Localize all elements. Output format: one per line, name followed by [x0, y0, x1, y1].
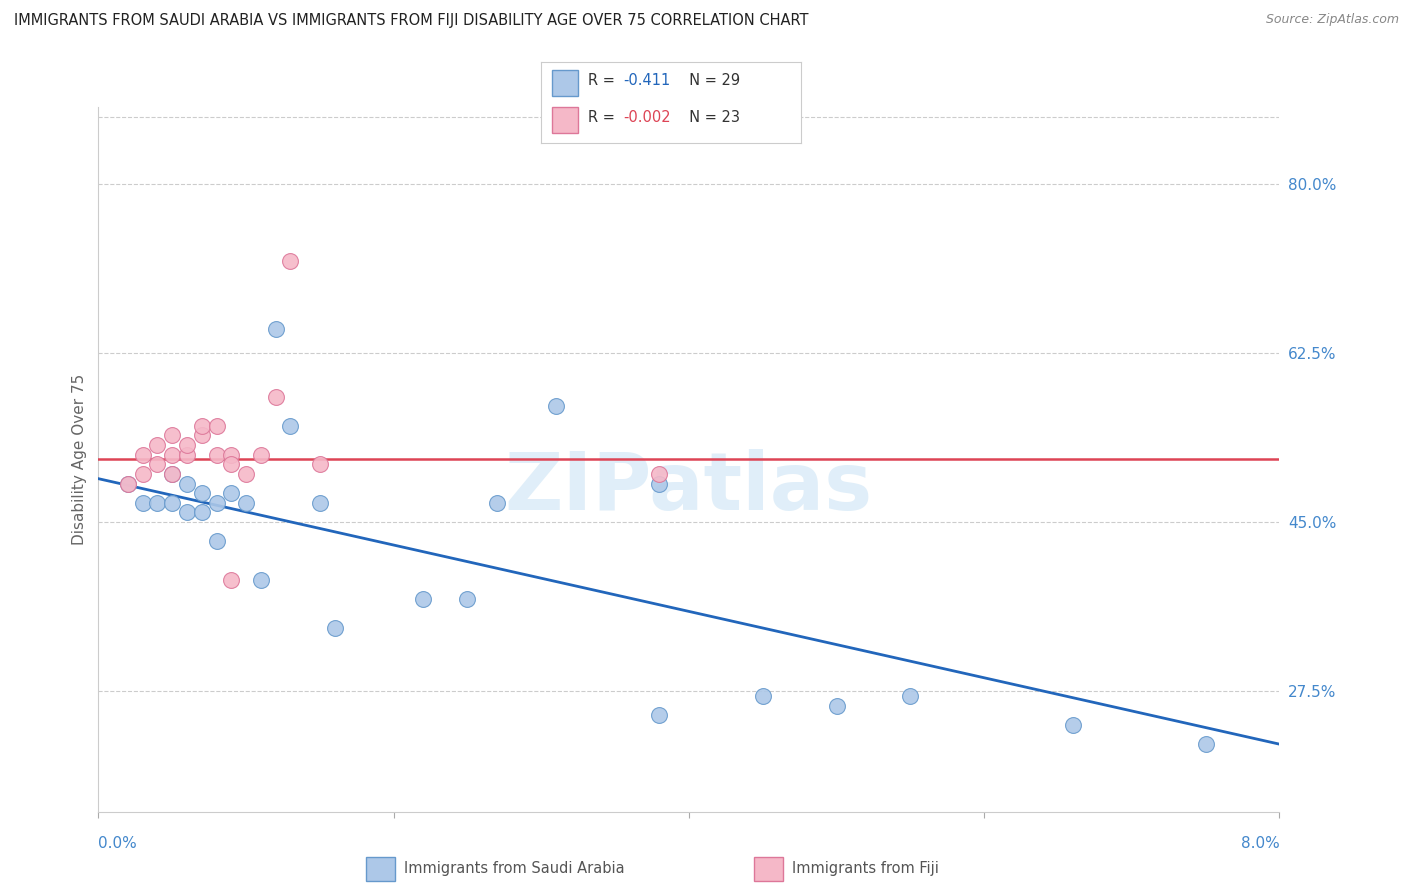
Point: [278, 254, 302, 268]
Text: N = 23: N = 23: [681, 110, 741, 125]
Point: [132, 467, 155, 481]
Point: [162, 467, 183, 481]
Point: [648, 708, 671, 723]
Point: [308, 457, 332, 471]
Point: [900, 689, 922, 703]
Point: [205, 534, 228, 549]
Point: [162, 467, 183, 481]
Point: [146, 438, 169, 452]
FancyBboxPatch shape: [366, 857, 395, 880]
Point: [176, 476, 198, 491]
Point: [219, 486, 242, 500]
Point: [219, 457, 242, 471]
Text: Source: ZipAtlas.com: Source: ZipAtlas.com: [1265, 13, 1399, 27]
Point: [162, 448, 183, 462]
Point: [1194, 737, 1216, 751]
Y-axis label: Disability Age Over 75: Disability Age Over 75: [72, 374, 87, 545]
FancyBboxPatch shape: [754, 857, 783, 880]
Text: R =: R =: [588, 110, 620, 125]
Point: [191, 486, 214, 500]
Point: [191, 418, 214, 433]
FancyBboxPatch shape: [551, 70, 578, 96]
Point: [205, 448, 228, 462]
Point: [132, 496, 155, 510]
Point: [132, 448, 155, 462]
Point: [546, 399, 568, 413]
Point: [176, 448, 198, 462]
FancyBboxPatch shape: [551, 107, 578, 133]
Point: [751, 689, 773, 703]
Point: [250, 448, 273, 462]
Point: [176, 438, 198, 452]
Text: ZIPatlas: ZIPatlas: [505, 449, 873, 526]
Point: [146, 457, 169, 471]
Point: [191, 506, 214, 520]
Point: [412, 592, 434, 607]
Text: IMMIGRANTS FROM SAUDI ARABIA VS IMMIGRANTS FROM FIJI DISABILITY AGE OVER 75 CORR: IMMIGRANTS FROM SAUDI ARABIA VS IMMIGRAN…: [14, 13, 808, 29]
Text: 0.0%: 0.0%: [98, 836, 138, 851]
Point: [117, 476, 139, 491]
Point: [146, 496, 169, 510]
Point: [323, 621, 346, 635]
Text: N = 29: N = 29: [681, 72, 741, 87]
Point: [176, 506, 198, 520]
Point: [456, 592, 478, 607]
Point: [825, 698, 848, 713]
Point: [250, 573, 273, 587]
Text: Immigrants from Fiji: Immigrants from Fiji: [792, 862, 938, 876]
Point: [235, 467, 257, 481]
Point: [205, 418, 228, 433]
Text: Immigrants from Saudi Arabia: Immigrants from Saudi Arabia: [404, 862, 624, 876]
Point: [117, 476, 139, 491]
Point: [278, 418, 302, 433]
Point: [648, 467, 671, 481]
Point: [264, 322, 287, 336]
Point: [648, 476, 671, 491]
Text: 8.0%: 8.0%: [1240, 836, 1279, 851]
Point: [219, 573, 242, 587]
Text: -0.002: -0.002: [623, 110, 671, 125]
Point: [162, 428, 183, 442]
Point: [1062, 718, 1084, 732]
Text: -0.411: -0.411: [623, 72, 671, 87]
Point: [264, 390, 287, 404]
Point: [162, 496, 183, 510]
Point: [205, 496, 228, 510]
Point: [485, 496, 508, 510]
Point: [219, 448, 242, 462]
Point: [308, 496, 332, 510]
Text: R =: R =: [588, 72, 620, 87]
Point: [191, 428, 214, 442]
Point: [235, 496, 257, 510]
